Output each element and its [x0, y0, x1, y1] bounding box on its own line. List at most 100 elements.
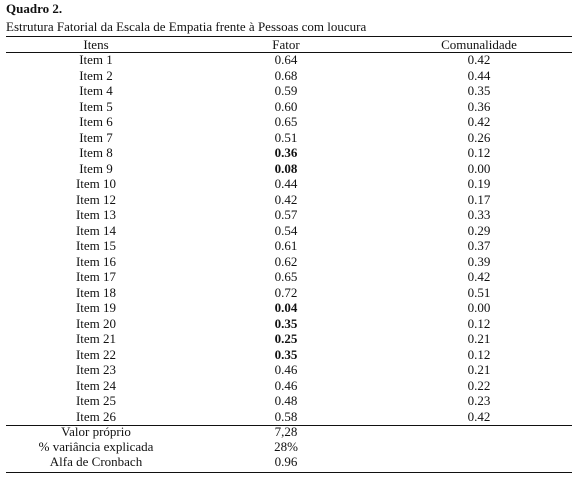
- fator-cell: 0.68: [274, 67, 298, 83]
- table-row: Item 15 0.61 0.37: [6, 238, 572, 254]
- table-row: Item 23 0.46 0.21: [6, 362, 572, 378]
- table-header-row: Itens Fator Comunalidade: [6, 37, 572, 52]
- fator-cell: 0.48: [274, 393, 298, 408]
- comunalidade-cell: 0.19: [467, 176, 491, 191]
- comunalidade-cell: 0.22: [467, 377, 491, 393]
- column-header-fator: Fator: [272, 37, 300, 52]
- table-row: Item 13 0.57 0.33: [6, 207, 572, 223]
- table-row: Item 14 0.54 0.29: [6, 223, 572, 239]
- table-caption-title: Estrutura Fatorial da Escala de Empatia …: [6, 19, 367, 34]
- item-cell: Item 8: [79, 145, 113, 160]
- table-row: Item 12 0.42 0.17: [6, 192, 572, 208]
- table-row: Item 6 0.65 0.42: [6, 114, 572, 130]
- table-row: Item 1 0.64 0.42: [6, 52, 572, 68]
- comunalidade-cell: 0.42: [467, 52, 491, 67]
- fator-cell: 0.35: [274, 315, 298, 331]
- fator-cell: 0.25: [274, 331, 298, 346]
- fator-cell: 0.51: [274, 129, 298, 145]
- summary-label: % variância explicada: [38, 439, 154, 454]
- comunalidade-cell: 0.42: [467, 408, 491, 424]
- item-cell: Item 22: [75, 346, 117, 362]
- item-cell: Item 16: [75, 253, 117, 269]
- table-row: Item 22 0.35 0.12: [6, 347, 572, 363]
- fator-cell: 0.36: [274, 145, 298, 160]
- fator-cell: 0.60: [274, 98, 298, 114]
- table-row: Item 18 0.72 0.51: [6, 285, 572, 301]
- table-row: Item 9 0.08 0.00: [6, 161, 572, 177]
- table-caption-number: Quadro 2.: [6, 1, 63, 16]
- item-cell: Item 15: [75, 238, 117, 253]
- item-cell: Item 9: [79, 160, 113, 176]
- comunalidade-cell: 0.21: [467, 362, 491, 377]
- fator-cell: 0.59: [274, 83, 298, 98]
- fator-cell: 0.57: [274, 207, 298, 222]
- table-row: Item 8 0.36 0.12: [6, 145, 572, 161]
- item-cell: Item 19: [75, 300, 117, 315]
- table-row: Item 20 0.35 0.12: [6, 316, 572, 332]
- comunalidade-cell: 0.44: [467, 67, 491, 83]
- fator-cell: 0.46: [274, 377, 298, 393]
- fator-cell: 0.72: [274, 284, 298, 300]
- comunalidade-cell: 0.12: [467, 145, 491, 160]
- item-cell: Item 1: [79, 52, 113, 67]
- comunalidade-cell: 0.42: [467, 269, 491, 284]
- item-cell: Item 25: [75, 393, 117, 408]
- fator-cell: 0.35: [274, 346, 298, 362]
- item-cell: Item 21: [75, 331, 117, 346]
- comunalidade-cell: 0.17: [467, 191, 491, 207]
- comunalidade-cell: 0.51: [467, 284, 491, 300]
- item-cell: Item 26: [75, 408, 117, 424]
- item-cell: Item 6: [79, 114, 113, 129]
- table-header-rule: [6, 52, 572, 53]
- summary-empty-cell: [386, 424, 572, 439]
- table-row: Item 7 0.51 0.26: [6, 130, 572, 146]
- summary-row: Alfa de Cronbach 0.96: [6, 454, 572, 469]
- comunalidade-cell: 0.26: [467, 129, 491, 145]
- column-header-itens: Itens: [83, 37, 109, 52]
- table-top-rule: [6, 36, 572, 37]
- summary-empty-cell: [386, 439, 572, 454]
- comunalidade-cell: 0.00: [467, 160, 491, 176]
- item-cell: Item 24: [75, 377, 117, 393]
- summary-value: 0.96: [274, 454, 298, 469]
- comunalidade-cell: 0.12: [467, 315, 491, 331]
- summary-row: % variância explicada 28%: [6, 439, 572, 454]
- table-row: Item 5 0.60 0.36: [6, 99, 572, 115]
- fator-cell: 0.08: [274, 160, 298, 176]
- comunalidade-cell: 0.33: [467, 207, 491, 222]
- table-row: Item 2 0.68 0.44: [6, 68, 572, 84]
- item-cell: Item 10: [75, 176, 117, 191]
- fator-cell: 0.61: [274, 238, 298, 253]
- item-cell: Item 5: [79, 98, 113, 114]
- fator-cell: 0.54: [274, 222, 298, 238]
- item-cell: Item 2: [79, 67, 113, 83]
- table-row: Item 25 0.48 0.23: [6, 393, 572, 409]
- comunalidade-cell: 0.21: [467, 331, 491, 346]
- comunalidade-cell: 0.23: [467, 393, 491, 408]
- summary-value: 7,28: [274, 424, 298, 439]
- summary-label: Valor próprio: [61, 424, 131, 439]
- table-row: Item 26 0.58 0.42: [6, 409, 572, 425]
- comunalidade-cell: 0.39: [467, 253, 491, 269]
- fator-cell: 0.58: [274, 408, 298, 424]
- item-cell: Item 18: [75, 284, 117, 300]
- item-cell: Item 20: [75, 315, 117, 331]
- comunalidade-cell: 0.12: [467, 346, 491, 362]
- item-cell: Item 7: [79, 129, 113, 145]
- item-rows: Item 1 0.64 0.42 Item 2 0.68 0.44 Item 4 0.59 0.…: [6, 52, 572, 424]
- item-cell: Item 14: [75, 222, 117, 238]
- summary-row: Valor próprio 7,28: [6, 424, 572, 439]
- item-cell: Item 17: [75, 269, 117, 284]
- table-row: Item 17 0.65 0.42: [6, 269, 572, 285]
- table-row: Item 10 0.44 0.19: [6, 176, 572, 192]
- fator-cell: 0.62: [274, 253, 298, 269]
- fator-cell: 0.46: [274, 362, 298, 377]
- comunalidade-cell: 0.42: [467, 114, 491, 129]
- fator-cell: 0.04: [274, 300, 298, 315]
- summary-empty-cell: [386, 454, 572, 469]
- comunalidade-cell: 0.35: [467, 83, 491, 98]
- comunalidade-cell: 0.00: [467, 300, 491, 315]
- summary-rows: Valor próprio 7,28 % variância explicada 28…: [6, 424, 572, 469]
- fator-cell: 0.64: [274, 52, 298, 67]
